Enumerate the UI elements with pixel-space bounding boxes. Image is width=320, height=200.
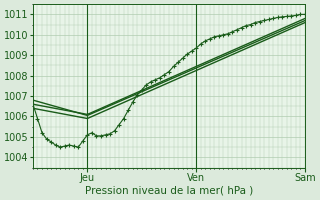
- X-axis label: Pression niveau de la mer( hPa ): Pression niveau de la mer( hPa ): [85, 186, 253, 196]
